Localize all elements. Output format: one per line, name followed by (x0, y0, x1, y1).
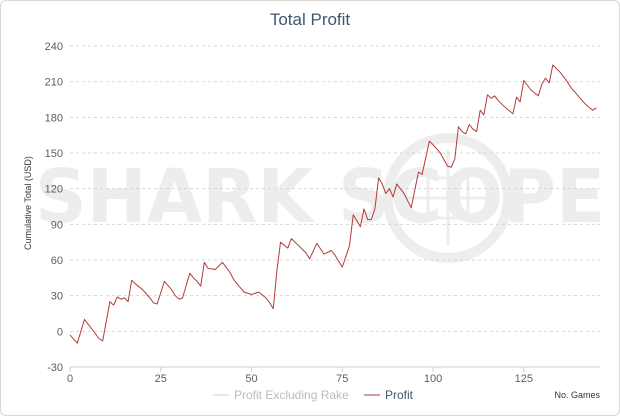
crosshair-logo-icon (383, 133, 513, 263)
series-layer (69, 64, 597, 344)
x-tick-label: 50 (245, 373, 257, 385)
gridlines (70, 45, 600, 332)
y-tick-label: -30 (47, 362, 63, 374)
watermark: SHARK SCOPE (35, 133, 605, 263)
y-tick-label: 150 (45, 148, 63, 160)
y-tick-label: 60 (51, 255, 63, 267)
y-tick-label: 90 (51, 219, 63, 231)
x-tick-label: 25 (155, 373, 167, 385)
y-tick-label: 0 (57, 326, 63, 338)
x-tick-label: 100 (424, 373, 442, 385)
y-tick-label: 240 (45, 41, 63, 53)
x-axis-ticks: 0 25 50 75 100 125 (67, 367, 533, 385)
legend-label-profit-excluding-rake: Profit Excluding Rake (234, 388, 349, 402)
watermark-text: SHARK SCOPE (35, 154, 605, 240)
x-tick-label: 125 (515, 373, 533, 385)
y-tick-label: 210 (45, 77, 63, 89)
y-tick-label: 180 (45, 112, 63, 124)
x-axis-label: No. Games (554, 390, 600, 400)
chart-title: Total Profit (270, 10, 351, 29)
series-line-profit (69, 64, 597, 344)
y-axis-ticks: -30 0 30 60 90 120 150 180 210 240 (45, 41, 63, 374)
x-tick-label: 75 (336, 373, 348, 385)
legend-label-profit: Profit (385, 388, 414, 402)
y-tick-label: 120 (45, 184, 63, 196)
legend: Profit Excluding Rake Profit (213, 388, 414, 402)
x-tick-label: 0 (67, 373, 73, 385)
legend-item-profit-excluding-rake[interactable]: Profit Excluding Rake (213, 388, 349, 402)
y-axis-label: Cumulative Total (USD) (23, 156, 33, 250)
y-tick-label: 30 (51, 291, 63, 303)
legend-item-profit[interactable]: Profit (364, 388, 414, 402)
